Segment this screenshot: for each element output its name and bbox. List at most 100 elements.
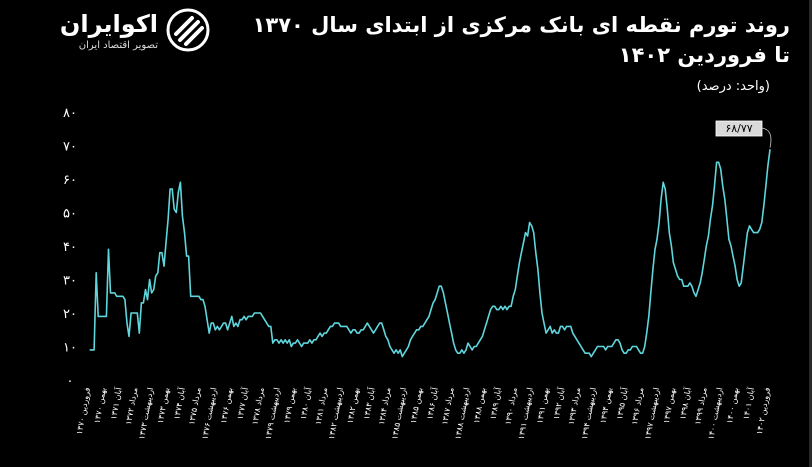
y-tick-label: ۳۰ — [63, 274, 77, 289]
data-point — [485, 322, 488, 324]
data-point — [138, 332, 140, 334]
data-point — [448, 322, 451, 324]
data-point — [621, 349, 623, 351]
data-point — [118, 295, 120, 297]
data-point — [188, 255, 190, 257]
data-point — [646, 332, 648, 334]
data-point — [607, 345, 609, 348]
data-point — [709, 218, 712, 220]
data-point — [245, 319, 247, 321]
x-tick-label: آبان ۱۳۹۸ — [677, 386, 693, 421]
data-point — [358, 332, 360, 334]
data-point — [701, 272, 703, 274]
data-point — [296, 339, 299, 341]
x-tick-label: مرداد ۱۳۸۴ — [377, 387, 392, 426]
data-point — [730, 245, 732, 247]
x-tick-label: فروردین ۱۳۷۰ — [75, 387, 92, 436]
data-point — [99, 315, 101, 317]
data-point — [381, 322, 383, 324]
data-point — [619, 342, 621, 344]
data-point — [767, 165, 769, 167]
data-point — [457, 352, 459, 354]
data-point — [253, 312, 255, 314]
data-point — [311, 342, 313, 344]
data-point — [477, 342, 479, 344]
data-point — [393, 352, 395, 354]
data-point — [453, 342, 455, 344]
data-point — [428, 315, 430, 317]
x-tick-label: بهمن ۱۳۸۸ — [472, 387, 487, 424]
y-tick-label: ۸۰ — [63, 106, 77, 121]
data-point — [545, 332, 547, 334]
data-point — [237, 325, 239, 327]
data-point — [235, 322, 237, 324]
data-point — [642, 352, 644, 354]
data-point — [243, 315, 245, 317]
y-tick-label: ۴۰ — [63, 240, 77, 255]
data-point — [716, 161, 718, 163]
data-point — [533, 232, 535, 234]
x-tick-label: بهمن ۱۳۷۳ — [156, 387, 171, 424]
data-point — [615, 339, 617, 341]
data-point — [594, 349, 597, 351]
data-point — [490, 309, 492, 311]
data-point — [580, 345, 582, 348]
data-point — [753, 232, 755, 234]
data-point — [255, 312, 257, 314]
data-point — [635, 345, 638, 348]
data-point — [233, 325, 235, 327]
data-point — [142, 302, 144, 304]
data-point — [426, 319, 428, 321]
data-point — [196, 295, 198, 297]
y-axis: ۰ ۱۰ ۲۰ ۳۰ ۴۰ ۵۰ ۶۰ ۷۰ ۸۰ — [63, 106, 77, 389]
x-tick-label: بهمن ۱۳۹۴ — [599, 387, 614, 424]
data-point — [325, 332, 327, 334]
data-point — [769, 149, 771, 151]
data-point — [494, 305, 496, 307]
data-point — [487, 315, 490, 317]
data-point — [354, 329, 356, 331]
x-tick-label: بهمن ۱۳۹۷ — [662, 387, 677, 424]
data-point — [674, 268, 677, 270]
x-tick-label: مرداد ۱۳۷۲ — [124, 387, 139, 426]
data-point — [422, 325, 424, 327]
x-tick-label: بهمن ۱۳۷۹ — [282, 387, 297, 424]
data-point — [169, 188, 171, 190]
last-value-leader — [761, 127, 772, 148]
x-tick-label: آبان ۱۳۷۱ — [108, 386, 124, 421]
data-point — [370, 329, 373, 331]
data-point — [734, 265, 736, 267]
data-point — [321, 335, 323, 337]
data-point — [395, 349, 397, 351]
x-tick-label: اردیبهشت ۱۳۷۶ — [200, 387, 218, 440]
data-point — [352, 329, 354, 331]
x-tick-label: اردیبهشت ۱۴۰۰ — [707, 387, 725, 440]
data-point — [270, 325, 272, 327]
data-point — [609, 345, 611, 348]
x-tick-label: آبان ۱۳۷۷ — [235, 386, 251, 421]
data-point — [664, 188, 666, 190]
data-point — [239, 319, 241, 321]
data-point — [97, 315, 99, 317]
data-point — [262, 315, 264, 317]
data-point — [603, 345, 605, 348]
data-point — [668, 232, 670, 234]
data-point — [605, 349, 607, 351]
data-point — [323, 332, 325, 334]
last-value-box — [715, 120, 763, 137]
data-point — [399, 349, 401, 351]
data-point — [438, 285, 440, 287]
data-point — [387, 339, 389, 341]
data-point — [251, 315, 253, 317]
data-point — [535, 252, 537, 254]
data-point — [282, 342, 284, 344]
data-point — [89, 349, 91, 351]
data-point — [566, 325, 568, 327]
data-point — [216, 325, 218, 327]
data-point — [416, 329, 418, 331]
data-point — [315, 339, 317, 341]
data-point — [759, 228, 761, 230]
data-point — [446, 312, 449, 314]
data-point — [214, 329, 216, 331]
data-point — [516, 275, 518, 277]
